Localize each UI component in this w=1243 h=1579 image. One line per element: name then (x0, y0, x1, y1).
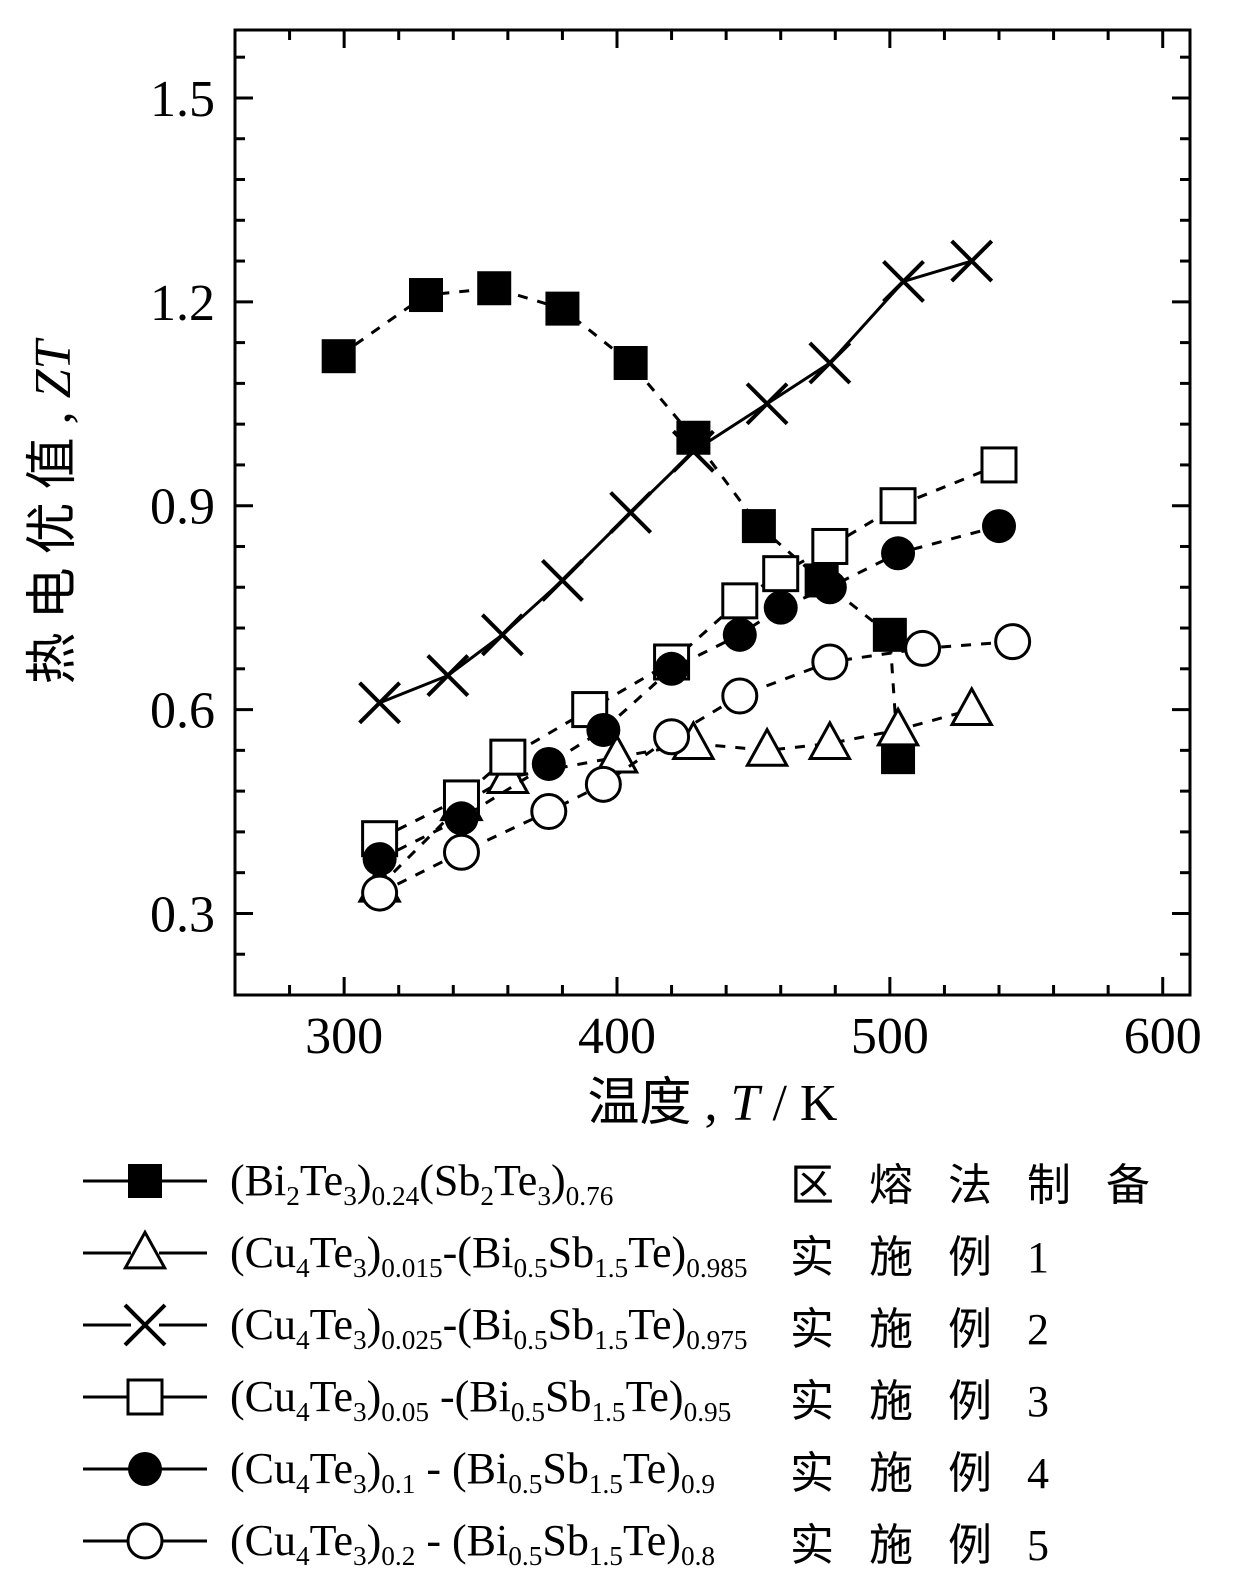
marker-open-square (982, 448, 1016, 482)
marker-filled-circle (532, 747, 566, 781)
series-ex5 (363, 625, 1030, 910)
marker-filled-square (614, 346, 648, 380)
legend-note: 实 施 例 2 (790, 1293, 1200, 1357)
legend-row-ex1: (Cu4Te3)0.015-(Bi0.5Sb1.5Te)0.985实 施 例 1 (60, 1217, 1200, 1289)
marker-filled-circle (764, 591, 798, 625)
x-axis-label: 温度 , T / K (588, 1075, 838, 1132)
legend-row-ex5: (Cu4Te3)0.2 - (Bi0.5Sb1.5Te)0.8实 施 例 5 (60, 1505, 1200, 1577)
marker-filled-circle (813, 570, 847, 604)
marker-open-square (764, 557, 798, 591)
legend-formula: (Cu4Te3)0.05 -(Bi0.5Sb1.5Te)0.95 (230, 1375, 790, 1419)
chart-canvas: 300 400 500 600 0.3 0.6 0.9 1.2 1.5 温度 , T / K 热 电… (0, 0, 1243, 1140)
marker-filled-square (742, 509, 776, 543)
legend-formula: (Cu4Te3)0.2 - (Bi0.5Sb1.5Te)0.8 (230, 1519, 790, 1563)
legend-note: 实 施 例 3 (790, 1365, 1200, 1429)
marker-filled-square (128, 1164, 162, 1198)
marker-open-square (128, 1380, 162, 1414)
legend-swatch (60, 1372, 230, 1422)
y-tick-label: 1.2 (150, 275, 215, 332)
marker-open-circle (532, 795, 566, 829)
marker-filled-circle (586, 713, 620, 747)
legend-swatch (60, 1516, 230, 1566)
legend-row-ex4: (Cu4Te3)0.1 - (Bi0.5Sb1.5Te)0.9实 施 例 4 (60, 1433, 1200, 1505)
legend-swatch (60, 1444, 230, 1494)
x-tick-label: 300 (305, 1008, 383, 1065)
marker-open-circle (813, 645, 847, 679)
marker-open-circle (906, 631, 940, 665)
marker-open-circle (655, 720, 689, 754)
marker-open-circle (128, 1524, 162, 1558)
y-tick-label: 0.3 (150, 886, 215, 943)
x-tick-label: 500 (851, 1008, 929, 1065)
legend: (Bi2Te3)0.24(Sb2Te3)0.76区 熔 法 制 备(Cu4Te3… (60, 1145, 1200, 1577)
legend-row-ex3: (Cu4Te3)0.05 -(Bi0.5Sb1.5Te)0.95实 施 例 3 (60, 1361, 1200, 1433)
marker-open-circle (586, 767, 620, 801)
x-tick-label: 600 (1124, 1008, 1202, 1065)
legend-swatch (60, 1156, 230, 1206)
marker-open-square (881, 489, 915, 523)
legend-formula: (Cu4Te3)0.015-(Bi0.5Sb1.5Te)0.985 (230, 1231, 790, 1275)
marker-open-triangle (125, 1232, 164, 1268)
legend-note: 实 施 例 1 (790, 1221, 1200, 1285)
legend-note: 实 施 例 4 (790, 1437, 1200, 1501)
marker-filled-square (409, 278, 443, 312)
legend-formula: (Bi2Te3)0.24(Sb2Te3)0.76 (230, 1159, 790, 1203)
legend-note: 实 施 例 5 (790, 1509, 1200, 1573)
marker-open-triangle (952, 689, 991, 725)
series-ex4 (363, 509, 1016, 876)
marker-open-square (723, 584, 757, 618)
legend-note: 区 熔 法 制 备 (790, 1149, 1200, 1213)
marker-filled-square (477, 271, 511, 305)
legend-row-zone-melt: (Bi2Te3)0.24(Sb2Te3)0.76区 熔 法 制 备 (60, 1145, 1200, 1217)
y-tick-label: 0.9 (150, 479, 215, 536)
marker-filled-circle (881, 536, 915, 570)
marker-open-triangle (878, 709, 917, 745)
legend-row-ex2: (Cu4Te3)0.025-(Bi0.5Sb1.5Te)0.975实 施 例 2 (60, 1289, 1200, 1361)
y-tick-label: 1.5 (150, 71, 215, 128)
y-tick-label: 0.6 (150, 683, 215, 740)
legend-formula: (Cu4Te3)0.025-(Bi0.5Sb1.5Te)0.975 (230, 1303, 790, 1347)
marker-filled-circle (128, 1452, 162, 1486)
marker-filled-square (873, 618, 907, 652)
marker-filled-circle (363, 842, 397, 876)
marker-filled-circle (655, 652, 689, 686)
marker-open-circle (723, 679, 757, 713)
marker-open-circle (363, 876, 397, 910)
legend-swatch (60, 1228, 230, 1278)
marker-open-square (813, 529, 847, 563)
marker-filled-circle (982, 509, 1016, 543)
x-tick-label: 400 (578, 1008, 656, 1065)
y-axis-label: 热 电 优 值 , ZT (25, 337, 82, 684)
marker-filled-square (322, 339, 356, 373)
marker-filled-square (545, 292, 579, 326)
marker-open-circle (996, 625, 1030, 659)
marker-open-square (491, 740, 525, 774)
marker-filled-circle (444, 801, 478, 835)
figure-root: 300 400 500 600 0.3 0.6 0.9 1.2 1.5 温度 , T / K 热 电… (0, 0, 1243, 1579)
legend-swatch (60, 1300, 230, 1350)
marker-filled-circle (723, 618, 757, 652)
marker-open-circle (444, 835, 478, 869)
legend-formula: (Cu4Te3)0.1 - (Bi0.5Sb1.5Te)0.9 (230, 1447, 790, 1491)
